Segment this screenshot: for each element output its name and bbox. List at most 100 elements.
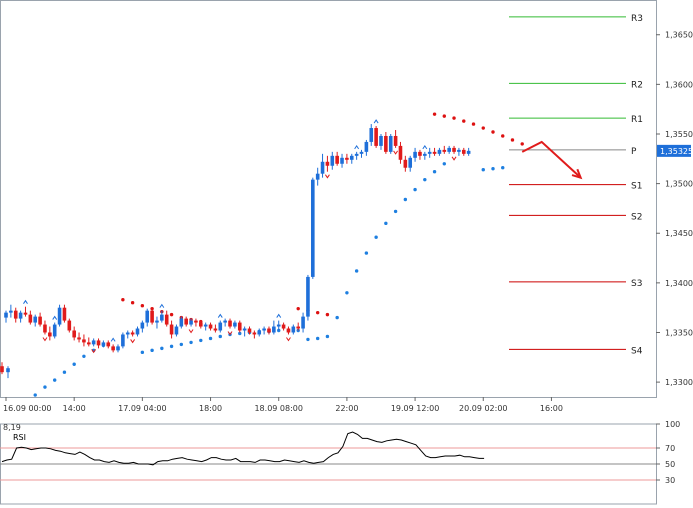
- rsi-y-tick-label: 100: [665, 420, 680, 429]
- candle: [169, 324, 174, 335]
- candle: [408, 157, 413, 168]
- candle: [296, 326, 300, 329]
- candle: [33, 316, 38, 323]
- fractal-up-marker: [373, 119, 379, 124]
- psar-bear-dot: [121, 298, 125, 302]
- candle: [359, 151, 364, 154]
- pivot-label-s2: S2: [631, 212, 642, 222]
- candle: [121, 334, 125, 347]
- psar-bear-dot: [471, 122, 476, 126]
- psar-bull-dot: [169, 344, 174, 349]
- candle: [96, 340, 101, 346]
- x-tick-label: 17.09 04:00: [118, 404, 167, 413]
- forecast-arrow: [521, 140, 582, 179]
- psar-bear-dot: [140, 303, 145, 308]
- psar-bear-dot: [462, 119, 466, 123]
- psar-bull-dot: [315, 336, 320, 341]
- current-price-box: [657, 144, 691, 157]
- psar-bull-dot: [208, 336, 213, 341]
- psar-bull-dot: [423, 177, 427, 182]
- candle: [418, 151, 422, 156]
- psar-bull-dot: [53, 378, 57, 382]
- candle: [150, 310, 154, 323]
- psar-bull-dot: [442, 162, 446, 166]
- candle: [432, 151, 437, 154]
- candle: [43, 324, 47, 333]
- candle: [393, 135, 398, 146]
- candle: [315, 173, 320, 180]
- candle: [452, 147, 456, 152]
- psar-bear-dot: [481, 126, 485, 130]
- psar-bull-dot: [43, 385, 47, 389]
- candle: [384, 135, 388, 152]
- candle: [67, 320, 72, 331]
- candle: [325, 161, 330, 166]
- x-tick-label: 16.09 00:00: [3, 404, 52, 413]
- candle: [466, 150, 471, 154]
- y-tick-label: 1,3450: [665, 229, 693, 238]
- prefix-candle: [0, 366, 4, 373]
- psar-bull-dot: [384, 221, 388, 226]
- psar-bull-dot: [199, 338, 203, 343]
- x-tick-label: 20.09 02:00: [459, 404, 508, 413]
- fractal-down-marker: [451, 156, 457, 161]
- candle: [184, 318, 188, 325]
- fractal-up-marker: [159, 303, 165, 308]
- fractal-down-marker: [130, 339, 136, 344]
- psar-bear-dot: [452, 116, 456, 120]
- x-tick-label: 19.09 12:00: [391, 404, 440, 413]
- forecast-arrow-head: [571, 168, 583, 180]
- psar-bear-dot: [150, 306, 154, 311]
- x-tick-label: 14:00: [63, 404, 86, 413]
- fractal-up-marker: [110, 337, 116, 342]
- y-tick-label: 1,3550: [665, 130, 693, 139]
- psar-bull-dot: [432, 170, 437, 174]
- candle: [208, 324, 213, 329]
- candle: [349, 155, 354, 160]
- candle: [4, 312, 8, 318]
- candle: [364, 141, 369, 152]
- psar-bear-dot: [296, 306, 300, 311]
- psar-bull-dot: [491, 167, 495, 171]
- candle: [223, 320, 227, 323]
- candle: [379, 135, 383, 146]
- candle: [213, 328, 218, 331]
- fractal-down-marker: [42, 337, 48, 342]
- candle: [23, 312, 28, 315]
- candle: [252, 332, 257, 335]
- pivot-label-s1: S1: [631, 182, 642, 192]
- candle: [18, 312, 23, 319]
- y-tick-label: 1,3350: [665, 328, 693, 337]
- candle: [291, 326, 296, 333]
- psar-bear-dot: [520, 142, 524, 146]
- candle: [194, 320, 198, 323]
- candle: [13, 310, 18, 319]
- psar-bull-dot: [160, 346, 164, 351]
- candle: [199, 322, 203, 327]
- candle: [28, 314, 33, 323]
- candle: [311, 179, 315, 277]
- rsi-title: RSI: [13, 433, 26, 442]
- candle: [301, 316, 305, 329]
- fractal-up-marker: [354, 144, 360, 150]
- candle: [330, 155, 335, 166]
- psar-bear-dot: [501, 134, 505, 138]
- psar-bull-dot: [335, 315, 339, 320]
- candle: [320, 161, 325, 174]
- candle: [388, 135, 393, 152]
- rsi-y-tick-label: 50: [665, 460, 675, 469]
- candle: [427, 151, 432, 154]
- fractal-up-marker: [422, 144, 428, 150]
- candle: [155, 320, 159, 323]
- fractal-down-marker: [325, 174, 330, 179]
- candle: [218, 322, 223, 331]
- candle: [145, 310, 150, 323]
- fractal-down-marker: [286, 337, 291, 342]
- candle: [398, 145, 403, 160]
- candle: [72, 330, 76, 338]
- fractal-up-marker: [217, 313, 223, 318]
- prefix-candle: [6, 368, 10, 373]
- psar-bear-dot: [491, 130, 495, 134]
- fractal-up-marker: [276, 313, 282, 318]
